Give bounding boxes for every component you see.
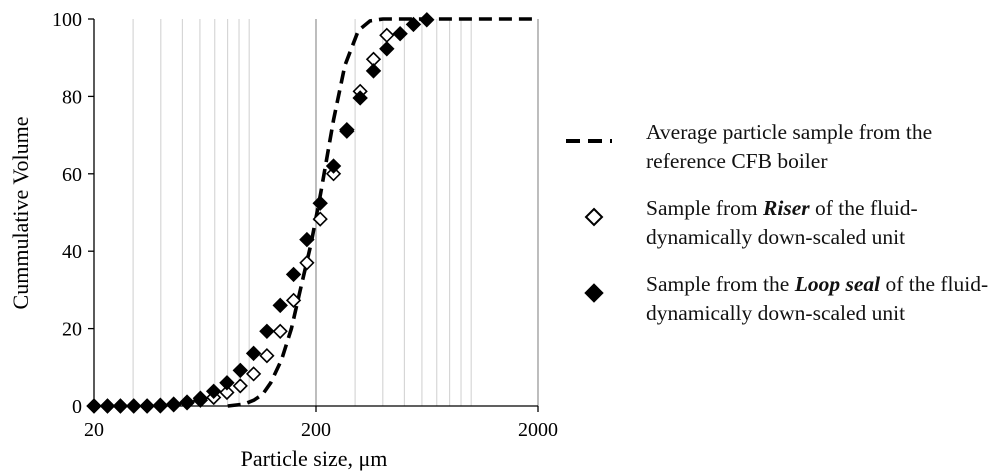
riser-point [232,378,248,394]
loop-seal-point [365,63,382,79]
loop-seal-point [285,266,302,283]
loop-seal-point [259,323,275,340]
loop-seal-point [139,398,155,414]
loop-seal-point [165,396,182,412]
y-tick-label: 100 [52,9,82,31]
loop-seal-point [126,398,142,414]
loop-seal-point [405,16,422,33]
riser-point [272,323,288,339]
open-diamond-icon [584,207,604,227]
grid [93,19,539,406]
loop-seal-point [152,397,169,413]
loop-seal-point [392,25,408,42]
loop-seal-point [272,297,288,314]
loop-seal-point [299,231,315,248]
loop-seal-point [419,12,435,28]
loop-seal-point [219,375,235,391]
legend: Average particle sample from the referen… [560,118,990,346]
riser-point [285,292,302,308]
legend-label-riser: Sample from Riser of the fluid-dynamical… [646,196,918,249]
riser-point [312,211,328,227]
loop-seal-point [86,398,102,414]
y-axis-label: Cummulative Volume [8,117,33,310]
x-tick-label: 200 [301,419,331,441]
x-axis-label: Particle size, μm [241,446,388,471]
legend-label-average: Average particle sample from the referen… [646,120,933,173]
axis-labels: Particle size, μm Cummulative Volume [8,117,387,471]
loop-seal-point [339,121,355,138]
x-tick-label: 2000 [518,419,558,441]
y-tick-label: 80 [62,86,82,108]
loop-seal-point [112,398,129,414]
legend-item-average: Average particle sample from the referen… [560,118,990,176]
loop-seal-point [352,90,368,106]
riser-point [259,348,275,364]
legend-item-loop-seal: Sample from the Loop seal of the fluid-d… [560,270,990,328]
x-tick-label: 20 [84,419,104,441]
loop-seal-point [99,398,116,414]
legend-label-loop-seal: Sample from the Loop seal of the fluid-d… [646,272,989,325]
loop-seal-point [379,41,395,57]
loop-seal-point [192,390,209,406]
y-tick-label: 20 [62,319,82,341]
legend-item-riser: Sample from Riser of the fluid-dynamical… [560,194,990,252]
filled-diamond-icon [584,283,604,303]
loop-seal-point [205,383,222,400]
y-tick-label: 60 [62,164,82,186]
loop-seal-point [232,362,248,379]
riser-point [245,366,262,382]
loop-seal-point [312,195,328,211]
riser-point [325,166,342,182]
y-tick-label: 40 [62,241,82,263]
riser-point [299,255,315,271]
loop-seal-point [325,158,342,174]
loop-seal-point [179,394,195,410]
dashed-line-icon [566,139,612,143]
series-layer [86,12,538,414]
loop-seal-point [245,345,262,362]
riser-point [379,27,395,43]
y-tick-label: 0 [72,396,82,418]
riser-point [219,384,235,401]
